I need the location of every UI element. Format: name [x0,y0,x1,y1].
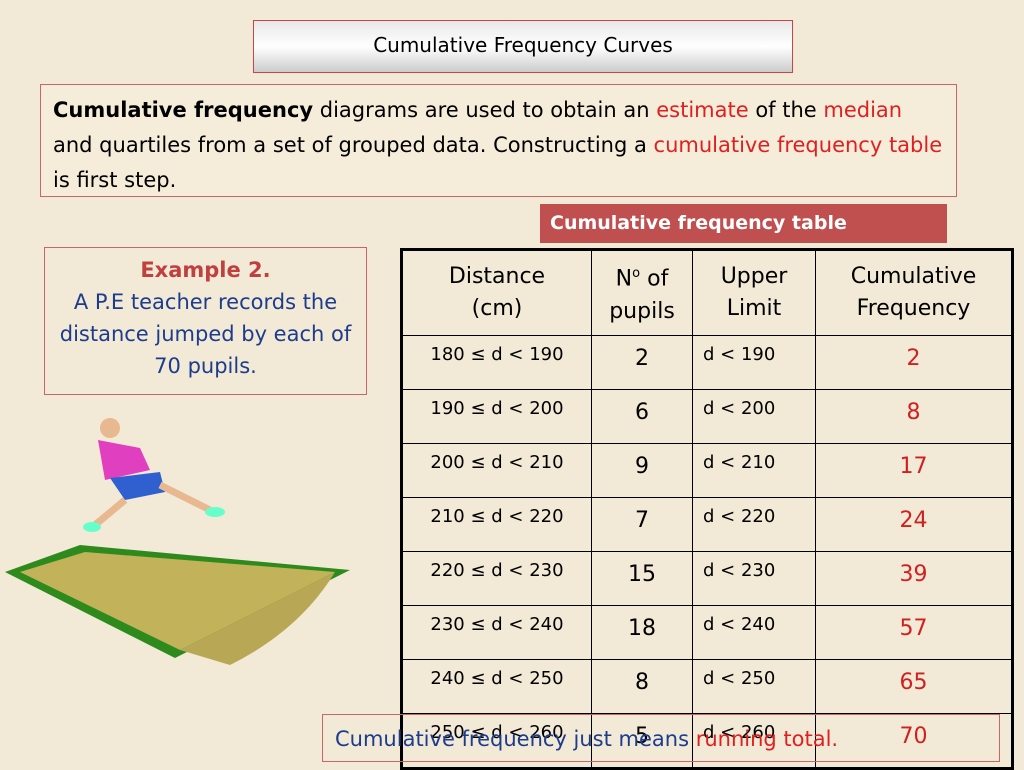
table-cell: d < 230 [692,551,816,606]
table-cell: d < 190 [692,335,816,390]
table-cell: 2 [591,335,693,390]
table-cell: 24 [815,497,1013,552]
table-row: 190 ≤ d < 200 6 d < 200 8 [401,389,1013,444]
table-cell: d < 200 [692,389,816,444]
table-cell: 8 [815,389,1013,444]
table-cell: 7 [591,497,693,552]
table-cell: 15 [591,551,693,606]
table-cell: 180 ≤ d < 190 [401,335,592,390]
intro-text: median [823,98,903,122]
intro: Cumulative frequency diagrams are used t… [40,84,957,197]
table-cell: 9 [591,443,693,498]
intro-text: is first step. [53,168,177,192]
intro-text: of the [748,98,824,122]
example: Example 2. A P.E teacher records the dist… [44,247,367,395]
header-text: Cumulative [850,264,977,289]
table-cell: 200 ≤ d < 210 [401,443,592,498]
table-row: 200 ≤ d < 210 9 d < 210 17 [401,443,1013,498]
header-text: N [615,266,633,292]
header-text: Distance [448,264,546,289]
title: Cumulative Frequency Curves [253,20,793,73]
header-text: (cm) [471,296,523,321]
table-cell: 8 [591,659,693,714]
footer-text: running total. [695,727,839,751]
table-cell: 65 [815,659,1013,714]
table-cell: d < 240 [692,605,816,660]
table-cell: d < 250 [692,659,816,714]
intro-text: diagrams are used to obtain an [313,98,657,122]
header-text: Upper [720,264,788,289]
cumulative-table: Distance (cm) No of pupils Upper Limit Cumu… [400,248,1014,770]
table-cell: 18 [591,605,693,660]
header-text: Frequency [856,296,971,321]
table-cell: 240 ≤ d < 250 [401,659,592,714]
table-row: 180 ≤ d < 190 2 d < 190 2 [401,335,1013,390]
table-cell: d < 210 [692,443,816,498]
table-row: 240 ≤ d < 250 8 d < 250 65 [401,659,1013,714]
table-cell: d < 220 [692,497,816,552]
table-cell: 57 [815,605,1013,660]
header-row: Distance (cm) No of pupils Upper Limit Cumu… [401,249,1013,336]
intro-text: Cumulative frequency [53,98,314,122]
table-cell: 2 [815,335,1013,390]
table-cell: 210 ≤ d < 220 [401,497,592,552]
header-cell: No of pupils [591,249,693,336]
intro-text: cumulative frequency table [653,133,943,157]
header-text: of [640,266,669,292]
header-text: o [632,266,641,282]
header-cell: Upper Limit [692,249,816,336]
header-text: pupils [609,298,675,324]
table-cell: 5 [591,713,693,769]
table-cell: 250 ≤ d < 260 [401,713,592,769]
example-text: A P.E teacher records the distance jumpe… [59,290,352,378]
table-row: 230 ≤ d < 240 18 d < 240 57 [401,605,1013,660]
example-heading: Example 2. [140,258,271,282]
table-row: 210 ≤ d < 220 7 d < 220 24 [401,497,1013,552]
footer-text: Cumulative frequency just means [335,727,696,751]
intro-text: and quartiles from a set of grouped data… [53,133,654,157]
table-label: Cumulative frequency table [540,204,947,243]
table-row: 220 ≤ d < 230 15 d < 230 39 [401,551,1013,606]
table-cell: 190 ≤ d < 200 [401,389,592,444]
header-text: Limit [726,296,782,321]
table-cell: 39 [815,551,1013,606]
table-cell: 220 ≤ d < 230 [401,551,592,606]
jumper-illustration [5,418,350,665]
table-cell: 17 [815,443,1013,498]
table-cell: 6 [591,389,693,444]
table-cell: 230 ≤ d < 240 [401,605,592,660]
intro-text: estimate [656,98,749,122]
footer: Cumulative frequency just means running … [322,714,1000,762]
header-cell: Distance (cm) [401,249,592,336]
table-row: 250 ≤ d < 260 5 d < 260 70 [401,713,1013,769]
header-cell: Cumulative Frequency [815,249,1013,336]
